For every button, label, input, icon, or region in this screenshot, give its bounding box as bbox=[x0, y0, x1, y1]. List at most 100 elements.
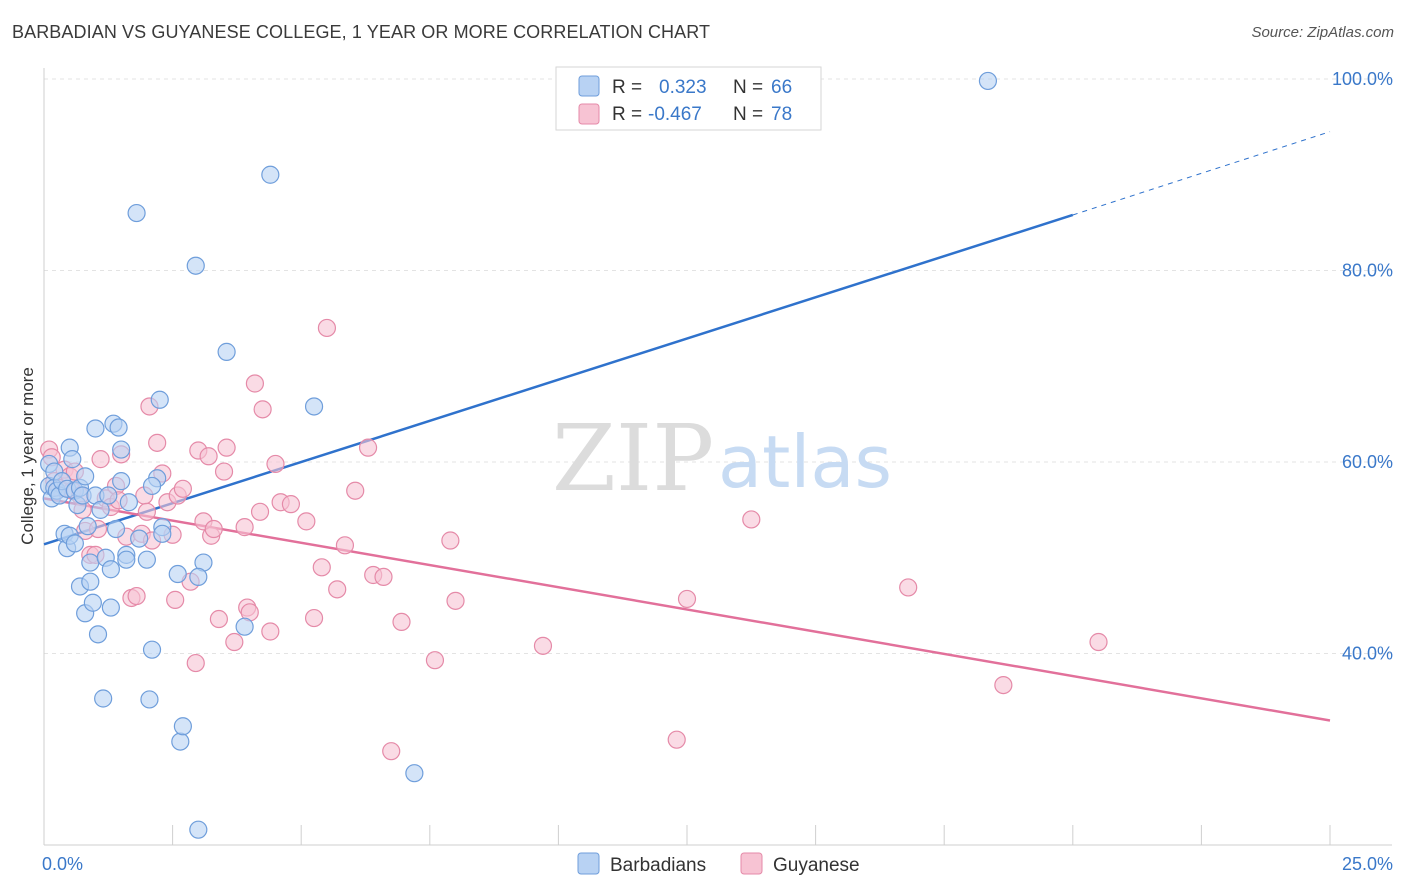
point-guyanese-43 bbox=[214, 462, 234, 481]
legend-swatch-barbadians bbox=[578, 75, 600, 97]
point-guyanese-45 bbox=[225, 632, 244, 652]
y-tick-label-40: 40.0% bbox=[1342, 644, 1393, 664]
point-guyanese-32 bbox=[166, 590, 185, 609]
point-barbadians-54 bbox=[173, 717, 192, 736]
point-barbadians-28 bbox=[88, 625, 108, 644]
point-guyanese-25 bbox=[137, 502, 156, 521]
y-tick-label-60: 60.0% bbox=[1342, 452, 1393, 472]
point-barbadians-46 bbox=[140, 690, 159, 709]
point-guyanese-70 bbox=[446, 591, 465, 610]
point-guyanese-67 bbox=[392, 612, 411, 632]
legend-n-label-2: N = bbox=[733, 104, 763, 125]
legend-r-label-2: R = bbox=[612, 104, 642, 125]
x-tick-label-min: 0.0% bbox=[42, 854, 83, 874]
point-guyanese-60 bbox=[328, 580, 347, 599]
point-barbadians-63 bbox=[405, 764, 424, 783]
point-barbadians-55 bbox=[186, 256, 205, 275]
point-barbadians-56 bbox=[189, 820, 208, 839]
series-legend-swatch-barbadians bbox=[577, 852, 600, 875]
point-barbadians-45 bbox=[137, 550, 156, 569]
point-barbadians-41 bbox=[117, 550, 136, 569]
point-guyanese-55 bbox=[281, 495, 301, 514]
point-barbadians-36 bbox=[106, 519, 126, 539]
point-barbadians-29 bbox=[91, 500, 110, 519]
point-guyanese-39 bbox=[199, 447, 218, 466]
point-barbadians-24 bbox=[81, 572, 100, 591]
point-barbadians-64 bbox=[978, 71, 998, 91]
watermark-atlas: atlas bbox=[718, 420, 892, 504]
legend-n-value-1: 66 bbox=[771, 77, 792, 98]
source-label: Source: ZipAtlas.com bbox=[1251, 24, 1394, 41]
point-guyanese-74 bbox=[742, 510, 761, 529]
point-guyanese-72 bbox=[667, 730, 686, 749]
point-guyanese-59 bbox=[317, 318, 337, 338]
y-tick-label-100: 100.0% bbox=[1332, 69, 1393, 89]
point-guyanese-53 bbox=[266, 454, 285, 474]
y-axis-title: College, 1 year or more bbox=[18, 367, 37, 545]
point-barbadians-53 bbox=[171, 732, 190, 751]
legend-n-value-2: 78 bbox=[771, 104, 792, 125]
point-barbadians-44 bbox=[130, 529, 149, 548]
legend-r-value-2: -0.467 bbox=[648, 104, 702, 125]
point-barbadians-22 bbox=[78, 517, 97, 536]
point-guyanese-50 bbox=[250, 502, 270, 521]
x-tick-label-max: 25.0% bbox=[1342, 854, 1393, 874]
watermark-zip: ZIP bbox=[552, 405, 714, 512]
point-barbadians-32 bbox=[99, 486, 118, 505]
point-guyanese-75 bbox=[899, 578, 918, 597]
point-guyanese-57 bbox=[304, 608, 324, 628]
trend-line-barbadians-extension bbox=[1072, 131, 1331, 216]
chart-title: BARBADIAN VS GUYANESE COLLEGE, 1 YEAR OR… bbox=[12, 22, 711, 42]
point-guyanese-36 bbox=[186, 653, 205, 673]
point-barbadians-59 bbox=[189, 567, 208, 587]
point-barbadians-52 bbox=[168, 564, 187, 584]
stats-legend-box bbox=[555, 66, 822, 131]
point-guyanese-44 bbox=[217, 438, 236, 457]
point-barbadians-62 bbox=[304, 397, 324, 416]
series-legend: Barbadians Guyanese bbox=[577, 852, 860, 876]
legend-n-label-1: N = bbox=[733, 77, 763, 98]
point-barbadians-47 bbox=[142, 640, 162, 659]
point-guyanese-68 bbox=[425, 651, 445, 670]
point-barbadians-61 bbox=[261, 165, 280, 184]
point-barbadians-58 bbox=[217, 342, 236, 361]
point-guyanese-22 bbox=[127, 586, 146, 606]
point-guyanese-77 bbox=[1089, 632, 1108, 652]
point-barbadians-37 bbox=[109, 418, 128, 437]
point-barbadians-39 bbox=[112, 440, 131, 459]
point-barbadians-25 bbox=[83, 593, 102, 612]
point-guyanese-56 bbox=[297, 512, 316, 531]
point-guyanese-51 bbox=[253, 400, 272, 419]
legend-r-label-1: R = bbox=[612, 77, 642, 98]
point-guyanese-63 bbox=[358, 438, 378, 457]
point-barbadians-43 bbox=[127, 203, 146, 223]
trend-lines bbox=[43, 131, 1331, 722]
point-guyanese-65 bbox=[374, 567, 393, 587]
series-legend-swatch-guyanese bbox=[740, 852, 763, 875]
point-guyanese-41 bbox=[204, 519, 223, 539]
point-guyanese-34 bbox=[173, 479, 192, 498]
point-guyanese-66 bbox=[382, 742, 401, 761]
point-guyanese-28 bbox=[148, 433, 167, 452]
point-guyanese-46 bbox=[235, 518, 254, 537]
point-guyanese-61 bbox=[335, 536, 355, 555]
legend-r-value-1: 0.323 bbox=[659, 77, 707, 98]
series-legend-label-guyanese: Guyanese bbox=[773, 855, 860, 876]
y-tick-labels: 40.0% 60.0% 80.0% 100.0% bbox=[1332, 69, 1393, 664]
point-barbadians-27 bbox=[86, 419, 105, 438]
point-barbadians-60 bbox=[235, 617, 254, 636]
point-barbadians-13 bbox=[63, 450, 82, 469]
point-barbadians-33 bbox=[101, 598, 120, 617]
point-guyanese-71 bbox=[533, 636, 553, 655]
data-points bbox=[40, 71, 1108, 839]
point-barbadians-38 bbox=[112, 472, 131, 491]
point-barbadians-42 bbox=[119, 493, 138, 512]
point-guyanese-14 bbox=[91, 450, 110, 469]
point-guyanese-49 bbox=[245, 374, 265, 393]
point-guyanese-73 bbox=[677, 589, 697, 609]
point-guyanese-58 bbox=[312, 558, 331, 577]
point-barbadians-15 bbox=[65, 534, 84, 553]
point-barbadians-65 bbox=[142, 476, 162, 496]
stats-legend: R = 0.323 N = 66 R = -0.467 N = 78 bbox=[555, 66, 822, 131]
